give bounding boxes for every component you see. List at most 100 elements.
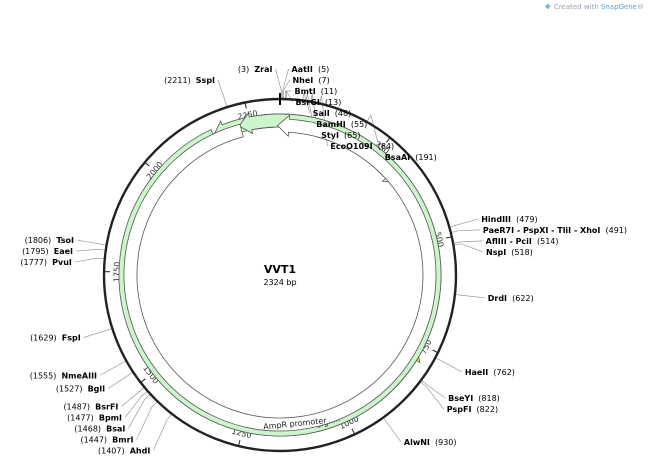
site-name: BmtI <box>294 87 315 96</box>
site-name: BamHI <box>316 120 346 129</box>
site-label-nhei[interactable]: NheI (7) <box>292 76 329 85</box>
site-leader-line <box>366 114 383 158</box>
site-position: (1777) <box>20 258 47 267</box>
site-leader-line <box>435 357 462 373</box>
site-label-zrai[interactable]: (3) ZraI <box>238 65 273 74</box>
plasmid-size: 2324 bp <box>263 278 296 287</box>
site-name: FspI <box>62 333 81 342</box>
site-name: BseYI <box>448 394 473 403</box>
site-position: (1487) <box>63 402 90 411</box>
site-label-pspfi[interactable]: PspFI (822) <box>447 405 498 414</box>
site-label-drdi[interactable]: DrdI (622) <box>488 294 534 303</box>
site-name: StyI <box>321 131 339 140</box>
tick-label: 1750 <box>112 262 121 283</box>
site-position: (1806) <box>25 236 52 245</box>
feature-ampr-promoter[interactable] <box>123 114 437 432</box>
site-name: BsaAI <box>385 153 410 162</box>
site-name: NmeAIII <box>61 371 97 380</box>
site-name: EcoO109I <box>330 142 372 151</box>
site-position: (3) <box>238 65 249 74</box>
site-label-styi[interactable]: StyI (65) <box>321 131 360 140</box>
site-position: (762) <box>493 368 515 377</box>
site-name: NspI <box>486 248 506 257</box>
site-position: (1468) <box>74 424 101 433</box>
site-name: BmrI <box>112 435 133 444</box>
site-position: (1447) <box>80 435 107 444</box>
site-label-tsoi[interactable]: (1806) TsoI <box>25 236 74 245</box>
site-label-bamhi[interactable]: BamHI (55) <box>316 120 367 129</box>
site-leader-line <box>284 90 292 100</box>
site-name: BsrFI <box>95 402 118 411</box>
site-position: (1477) <box>67 413 94 422</box>
feature-ampr[interactable] <box>171 113 442 437</box>
site-label-nspi[interactable]: NspI (518) <box>486 248 533 257</box>
site-name: AhdI <box>130 446 151 455</box>
site-leader-line <box>121 387 145 407</box>
site-label-bsrgi[interactable]: BsrGI (13) <box>295 98 341 107</box>
site-name: NheI <box>292 76 313 85</box>
site-name: PaeR7I - PspXI - TliI - XhoI <box>483 226 600 235</box>
site-label-eaei[interactable]: (1795) EaeI <box>22 247 73 256</box>
site-label-bsrfi[interactable]: (1487) BsrFI <box>63 402 118 411</box>
site-leader-line <box>152 413 173 451</box>
site-position: (55) <box>351 120 367 129</box>
site-label-alwni[interactable]: AlwNI (930) <box>404 438 457 447</box>
site-position: (514) <box>537 237 559 246</box>
site-label-fspi[interactable]: (1629) FspI <box>30 333 81 342</box>
site-name: SalI <box>313 109 330 118</box>
site-leader-line <box>305 92 314 125</box>
site-label-afliii-pcii[interactable]: AflIII - PciI (514) <box>486 237 559 246</box>
site-name: TsoI <box>56 236 74 245</box>
site-label-ecoo109i[interactable]: EcoO109I (84) <box>330 142 394 151</box>
site-position: (930) <box>435 438 457 447</box>
site-position: (48) <box>335 109 351 118</box>
site-position: (11) <box>321 87 337 96</box>
plasmid-name: VVT1 <box>264 263 296 276</box>
site-name: AatII <box>291 65 312 74</box>
site-name: ZraI <box>254 65 272 74</box>
site-label-nmeaiii[interactable]: (1555) NmeAIII <box>30 371 97 380</box>
site-label-sspi[interactable]: (2211) SspI <box>164 76 215 85</box>
site-leader-line <box>449 218 479 228</box>
site-label-pvui[interactable]: (1777) PvuI <box>20 258 71 267</box>
site-leader-line <box>453 240 483 244</box>
site-position: (818) <box>478 394 500 403</box>
site-leader-line <box>124 390 148 418</box>
site-leader-line <box>74 257 105 263</box>
site-label-aatii[interactable]: AatII (5) <box>291 65 329 74</box>
site-label-bmri[interactable]: (1447) BmrI <box>80 435 133 444</box>
snapgene-credit: ❖ Created with SnapGene® <box>544 3 644 11</box>
site-label-ahdi[interactable]: (1407) AhdI <box>98 446 150 455</box>
snapgene-logo-icon: ❖ <box>544 3 551 11</box>
site-leader-line <box>128 393 151 429</box>
site-label-hindiii[interactable]: HindIII (479) <box>481 215 537 224</box>
site-position: (1629) <box>30 333 57 342</box>
site-label-paer7i-pspxi-tlii-xhoi[interactable]: PaeR7I - PspXI - TliI - XhoI (491) <box>483 226 627 235</box>
site-leader-line <box>420 379 446 399</box>
site-leader-line <box>454 294 485 299</box>
site-leader-line <box>76 248 106 252</box>
site-label-haeii[interactable]: HaeII (762) <box>465 368 515 377</box>
site-name: DrdI <box>488 294 507 303</box>
site-label-sali[interactable]: SalI (48) <box>313 109 351 118</box>
site-name: AflIII - PciI <box>486 237 532 246</box>
site-label-bpmi[interactable]: (1477) BpmI <box>67 413 122 422</box>
site-label-bsaai[interactable]: BsaAI (191) <box>385 153 437 162</box>
site-name: HindIII <box>481 215 511 224</box>
site-leader-line <box>450 229 480 233</box>
site-label-bgli[interactable]: (1527) BglI <box>56 385 105 394</box>
site-leader-line <box>282 79 290 100</box>
site-label-bseyi[interactable]: BseYI (818) <box>448 394 500 403</box>
site-position: (1795) <box>22 247 49 256</box>
site-name: AlwNI <box>404 438 430 447</box>
site-name: EaeI <box>54 247 73 256</box>
site-position: (822) <box>477 405 499 414</box>
site-leader-line <box>76 239 107 246</box>
site-position: (622) <box>512 294 534 303</box>
site-name: PspFI <box>447 405 472 414</box>
site-label-bmti[interactable]: BmtI (11) <box>294 87 337 96</box>
site-label-bsai[interactable]: (1468) BsaI <box>74 424 125 433</box>
site-position: (491) <box>605 226 627 235</box>
site-position: (518) <box>511 248 533 257</box>
